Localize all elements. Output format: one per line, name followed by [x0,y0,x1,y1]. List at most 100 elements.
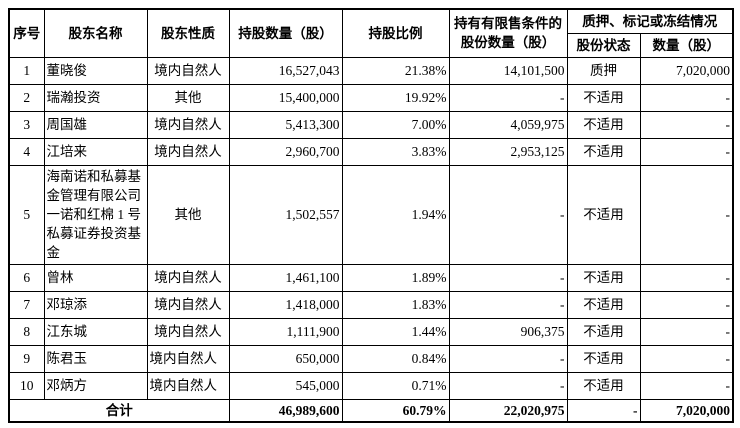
cell-shares-held: 16,527,043 [228,56,343,85]
total-row: 合计 46,989,600 60.79% 22,020,975 - 7,020,… [8,398,734,423]
cell-shareholding-ratio: 19.92% [341,83,450,112]
table-row: 5 海南诺和私募基金管理有限公司一诺和红棉 1 号私募证券投资基金 其他 1,5… [8,164,734,265]
cell-shareholder-nature: 境内自然人 [146,110,230,139]
cell-pledge-quantity: - [639,371,734,400]
header-row-1: 序号 股东名称 股东性质 持股数量（股） 持股比例 持有有限售条件的股份数量（股… [8,8,734,58]
cell-index: 7 [8,290,45,319]
col-header-pledge-quantity: 数量（股） [639,32,734,58]
cell-index: 1 [8,56,45,85]
table-row: 6 曾林 境内自然人 1,461,100 1.89% - 不适用 - [8,263,734,292]
cell-pledge-quantity: - [639,137,734,166]
cell-shareholder-nature: 境内自然人 [146,371,230,400]
table-row: 7 邓琼添 境内自然人 1,418,000 1.83% - 不适用 - [8,290,734,319]
cell-shareholding-ratio: 21.38% [341,56,450,85]
cell-share-status: 不适用 [566,137,641,166]
table-row: 1 董晓俊 境内自然人 16,527,043 21.38% 14,101,500… [8,56,734,85]
cell-index: 9 [8,344,45,373]
total-label: 合计 [8,398,230,423]
cell-shareholder-name: 江东城 [43,317,148,346]
cell-pledge-quantity: 7,020,000 [639,56,734,85]
cell-shareholding-ratio: 1.94% [341,164,450,265]
col-header-pledge-group: 质押、标记或冻结情况 [566,8,734,34]
table-row: 9 陈君玉 境内自然人 650,000 0.84% - 不适用 - [8,344,734,373]
col-header-shares-held: 持股数量（股） [228,8,343,58]
table-row: 2 瑞瀚投资 其他 15,400,000 19.92% - 不适用 - [8,83,734,112]
cell-index: 6 [8,263,45,292]
cell-shareholding-ratio: 0.84% [341,344,450,373]
cell-restricted-shares: - [448,290,568,319]
table-row: 8 江东城 境内自然人 1,111,900 1.44% 906,375 不适用 … [8,317,734,346]
cell-pledge-quantity: - [639,317,734,346]
cell-shareholder-name: 江培来 [43,137,148,166]
cell-shareholder-name: 邓炳方 [43,371,148,400]
cell-pledge-quantity: - [639,344,734,373]
cell-shares-held: 1,418,000 [228,290,343,319]
cell-share-status: 不适用 [566,317,641,346]
total-share-status: - [566,398,641,423]
cell-pledge-quantity: - [639,110,734,139]
cell-index: 10 [8,371,45,400]
table-row: 3 周国雄 境内自然人 5,413,300 7.00% 4,059,975 不适… [8,110,734,139]
total-pledge-quantity: 7,020,000 [639,398,734,423]
cell-share-status: 不适用 [566,290,641,319]
cell-shareholding-ratio: 0.71% [341,371,450,400]
table-body: 1 董晓俊 境内自然人 16,527,043 21.38% 14,101,500… [8,56,734,423]
cell-pledge-quantity: - [639,83,734,112]
cell-shares-held: 15,400,000 [228,83,343,112]
table-header: 序号 股东名称 股东性质 持股数量（股） 持股比例 持有有限售条件的股份数量（股… [8,8,734,58]
cell-shareholder-nature: 境内自然人 [146,137,230,166]
cell-pledge-quantity: - [639,263,734,292]
col-header-shareholder-nature: 股东性质 [146,8,230,58]
cell-shares-held: 1,461,100 [228,263,343,292]
cell-shareholder-nature: 境内自然人 [146,263,230,292]
col-header-restricted-shares: 持有有限售条件的股份数量（股） [448,8,568,58]
cell-shares-held: 1,111,900 [228,317,343,346]
cell-restricted-shares: - [448,83,568,112]
header-row-2: 股份状态 数量（股） [9,32,734,58]
cell-shares-held: 5,413,300 [228,110,343,139]
cell-shares-held: 2,960,700 [228,137,343,166]
cell-index: 5 [8,164,45,265]
cell-share-status: 不适用 [566,110,641,139]
col-header-shareholding-ratio: 持股比例 [341,8,450,58]
total-shares-held: 46,989,600 [228,398,343,423]
cell-shareholder-name: 曾林 [43,263,148,292]
cell-restricted-shares: - [448,371,568,400]
cell-shareholder-nature: 境内自然人 [146,290,230,319]
cell-shareholder-nature: 其他 [146,83,230,112]
cell-restricted-shares: 2,953,125 [448,137,568,166]
col-header-shareholder-name: 股东名称 [43,8,148,58]
cell-pledge-quantity: - [639,290,734,319]
table-row: 10 邓炳方 境内自然人 545,000 0.71% - 不适用 - [8,371,734,400]
cell-shareholder-name: 陈君玉 [43,344,148,373]
cell-shareholder-nature: 境内自然人 [146,317,230,346]
cell-index: 2 [8,83,45,112]
cell-shareholder-name: 董晓俊 [43,56,148,85]
cell-index: 8 [8,317,45,346]
total-restricted-shares: 22,020,975 [448,398,568,423]
cell-restricted-shares: 906,375 [448,317,568,346]
cell-restricted-shares: - [448,344,568,373]
cell-share-status: 不适用 [566,263,641,292]
cell-shareholder-name: 邓琼添 [43,290,148,319]
table-row: 4 江培来 境内自然人 2,960,700 3.83% 2,953,125 不适… [8,137,734,166]
cell-shares-held: 1,502,557 [228,164,343,265]
cell-shareholder-name: 周国雄 [43,110,148,139]
cell-share-status: 不适用 [566,371,641,400]
cell-shareholder-name: 瑞瀚投资 [43,83,148,112]
cell-shares-held: 650,000 [228,344,343,373]
cell-shareholding-ratio: 1.89% [341,263,450,292]
cell-shareholding-ratio: 7.00% [341,110,450,139]
total-shareholding-ratio: 60.79% [341,398,450,423]
shareholders-table: 序号 股东名称 股东性质 持股数量（股） 持股比例 持有有限售条件的股份数量（股… [8,8,734,423]
cell-restricted-shares: 4,059,975 [448,110,568,139]
cell-shareholder-name: 海南诺和私募基金管理有限公司一诺和红棉 1 号私募证券投资基金 [43,164,148,265]
cell-index: 4 [8,137,45,166]
cell-restricted-shares: 14,101,500 [448,56,568,85]
cell-shareholder-nature: 境内自然人 [146,56,230,85]
cell-share-status: 质押 [566,56,641,85]
cell-shareholding-ratio: 3.83% [341,137,450,166]
cell-share-status: 不适用 [566,83,641,112]
cell-shareholder-nature: 境内自然人 [146,344,230,373]
